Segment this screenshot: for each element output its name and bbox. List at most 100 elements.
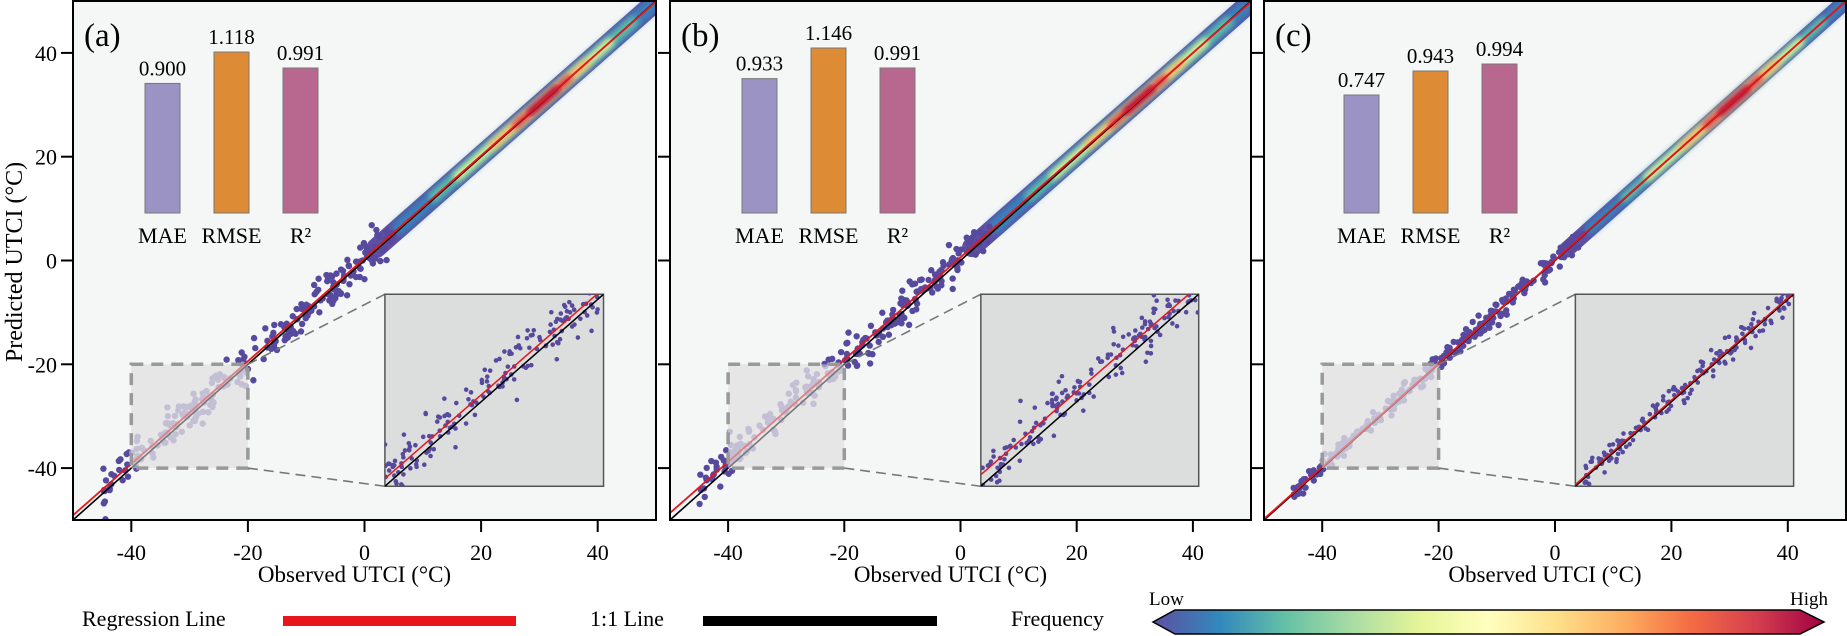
inset-content (1575, 294, 1794, 487)
inset-point (527, 345, 532, 351)
scatter-point (696, 500, 703, 508)
scatter-point (1497, 312, 1504, 320)
inset-point (572, 322, 577, 327)
scatter-point (1487, 307, 1495, 315)
inset-point (1031, 441, 1036, 447)
scatter-point (948, 256, 956, 263)
inset-point (1734, 336, 1740, 342)
panel-label: (b) (681, 18, 719, 54)
inset-point (468, 390, 474, 395)
scatter-point (875, 338, 882, 346)
inset-point (408, 466, 413, 471)
scatter-point (909, 281, 916, 288)
inset-point (525, 328, 530, 333)
inset-point (446, 413, 452, 418)
scatter-point (124, 473, 132, 480)
inset-point (1762, 321, 1768, 327)
scatter-point (722, 447, 730, 454)
scatter-point (853, 333, 860, 340)
x-tick-label: 0 (359, 540, 370, 565)
scatter-point (844, 339, 851, 347)
scatter-point (1486, 324, 1493, 331)
y-axis-label: Predicted UTCI (°C) (2, 162, 28, 362)
inset-point (1779, 295, 1784, 301)
inset-point (991, 448, 996, 454)
scatter-point (697, 471, 704, 478)
inset-point (1105, 355, 1110, 361)
scatter-point (1540, 261, 1548, 268)
inset-point (1095, 356, 1101, 361)
inset-point (1148, 338, 1154, 344)
inset-point (493, 358, 499, 363)
metric-value-label: 1.146 (805, 21, 852, 45)
inset-point (1723, 361, 1728, 366)
inset-point (1049, 397, 1055, 403)
inset-point (1722, 335, 1728, 341)
inset-point (1087, 382, 1092, 387)
inset-point (1119, 370, 1125, 376)
scatter-point (250, 334, 258, 342)
scatter-point (913, 300, 921, 307)
inset-point (1710, 373, 1716, 379)
metric-category-label: MAE (1337, 223, 1386, 248)
scatter-point (238, 349, 245, 356)
inset-point (428, 440, 433, 445)
panel-label: (a) (84, 18, 121, 54)
inset-point (1131, 335, 1137, 341)
metric-bar (810, 47, 847, 214)
inset-point (401, 472, 406, 477)
inset-point (1059, 390, 1065, 396)
scatter-point (1558, 245, 1565, 252)
inset-point (1011, 437, 1017, 443)
x-tick-label: 40 (1777, 540, 1799, 565)
inset-content (384, 294, 604, 487)
scatter-point (272, 337, 279, 345)
inset-point (1151, 294, 1157, 298)
inset-plot (1574, 293, 1795, 488)
inset-point (991, 454, 996, 459)
inset-point (1708, 347, 1714, 353)
inset-point (1781, 305, 1786, 310)
inset-point (1639, 418, 1645, 423)
inset-point (993, 473, 999, 479)
inset-point (561, 302, 567, 308)
x-tick-label: -20 (233, 540, 262, 565)
inset-point (1660, 397, 1666, 403)
inset-point (1152, 306, 1158, 312)
scatter-point (250, 377, 257, 384)
scatter-point (1569, 233, 1576, 241)
scatter-point (905, 321, 913, 329)
scatter-point (284, 334, 291, 341)
inset-point (1757, 328, 1762, 334)
inset-point (497, 356, 502, 362)
inset-point (484, 379, 490, 384)
scatter-point (978, 230, 985, 237)
inset-point (1091, 394, 1096, 399)
scatter-point (949, 275, 956, 282)
inset-point (400, 451, 406, 457)
scatter-point (1477, 330, 1484, 337)
scatter-point (252, 344, 259, 352)
x-axis-label: Observed UTCI (°C) (258, 562, 451, 587)
inset-point (1740, 331, 1745, 337)
colorbar-low-label: Low (1149, 589, 1184, 610)
inset-point (384, 442, 388, 447)
inset-point (1718, 349, 1723, 354)
metric-value-label: 0.994 (1476, 37, 1524, 61)
scatter-point (1298, 477, 1305, 485)
inset-point (1017, 458, 1023, 464)
scatter-point (260, 355, 267, 363)
inset-point (1602, 470, 1607, 475)
scatter-point (708, 457, 715, 465)
scatter-point (377, 257, 384, 265)
inset-point (401, 432, 407, 437)
zoom-source-box (1320, 362, 1441, 470)
metric-bar (1343, 94, 1380, 214)
inset-point (1154, 298, 1159, 304)
inset-point (1118, 365, 1124, 371)
x-tick-label: 20 (470, 540, 492, 565)
inset-point (1643, 426, 1648, 431)
scatter-point (1565, 246, 1573, 253)
scatter-point (335, 288, 343, 295)
inset-point (502, 349, 507, 354)
